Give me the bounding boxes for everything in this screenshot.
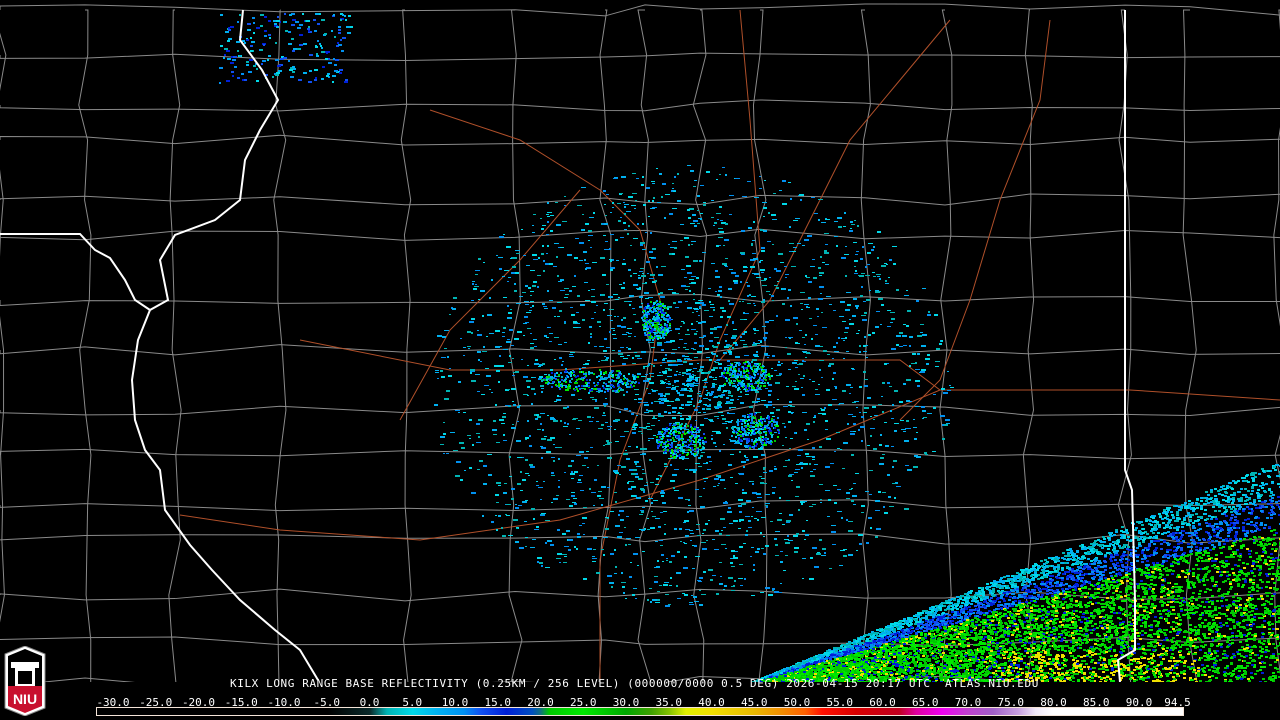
colorbar-label: 50.0 [783, 696, 811, 709]
colorbar-label: 75.0 [997, 696, 1025, 709]
radar-echoes [219, 13, 1280, 682]
colorbar-label: 85.0 [1083, 696, 1110, 709]
colorbar-label: -20.0 [181, 696, 216, 709]
colorbar-label: -15.0 [224, 696, 258, 709]
colorbar-label: 10.0 [441, 696, 469, 709]
county-boundaries [0, 3, 1280, 682]
mississippi-river-border [130, 9, 319, 681]
colorbar-label: 15.0 [484, 696, 512, 709]
colorbar-label: 80.0 [1040, 696, 1067, 709]
radar-map[interactable] [0, 0, 1280, 682]
product-caption: KILX LONG RANGE BASE REFLECTIVITY (0.25K… [230, 677, 1039, 690]
colorbar-label: 0.0 [359, 696, 380, 709]
colorbar-label: 20.0 [527, 696, 554, 709]
colorbar-label: 70.0 [954, 696, 982, 709]
illinois-indiana-border [1116, 10, 1136, 682]
colorbar-label: 65.0 [912, 696, 939, 709]
colorbar-label: -30.0 [96, 696, 130, 709]
colorbar-label: 40.0 [698, 696, 725, 709]
iowa-missouri-border [0, 233, 151, 311]
colorbar-label: 5.0 [402, 696, 423, 709]
colorbar-label: 60.0 [869, 696, 896, 709]
colorbar-label: 25.0 [570, 696, 597, 709]
colorbar-label: 55.0 [826, 696, 854, 709]
colorbar-label: 90.0 [1125, 696, 1153, 709]
colorbar-label: -25.0 [139, 696, 173, 709]
highways [179, 9, 1280, 682]
colorbar-labels: -30.0 -25.0 -20.0 -15.0 -10.0 -5.0 0.0 5.0 10.0 1… [0, 696, 1280, 709]
colorbar-label: 45.0 [741, 696, 768, 709]
colorbar-label: -10.0 [267, 696, 301, 709]
colorbar-label: 94.5 [1164, 696, 1191, 709]
colorbar-label: -5.0 [313, 696, 341, 709]
reflectivity-colorbar [96, 707, 1184, 716]
niu-logo: NIU [3, 645, 47, 717]
state-boundaries [0, 9, 1136, 682]
colorbar-label: 30.0 [612, 696, 640, 709]
colorbar-label: 35.0 [655, 696, 683, 709]
